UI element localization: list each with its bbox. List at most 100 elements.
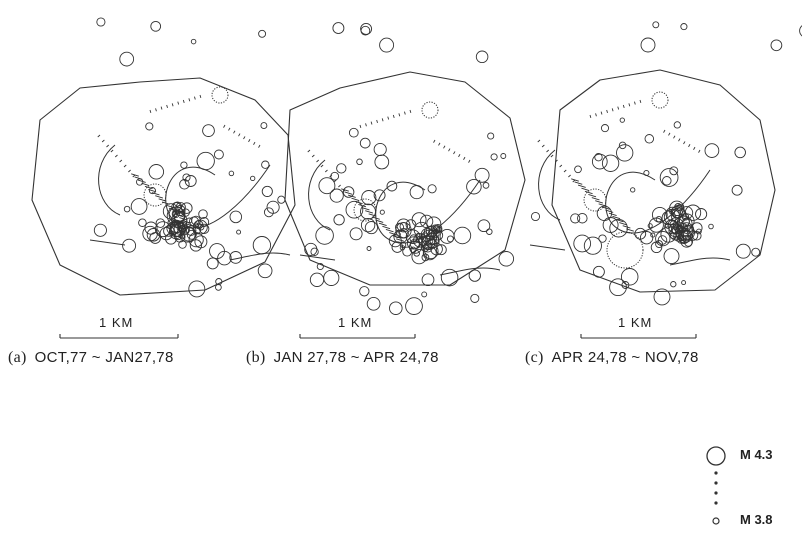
epicenter-circle bbox=[609, 218, 628, 238]
crater-ring bbox=[651, 91, 669, 109]
epicenter-circle bbox=[620, 268, 639, 286]
epicenter-circle bbox=[466, 178, 482, 195]
epicenter-circle bbox=[398, 227, 409, 239]
scarp-tick bbox=[370, 121, 373, 125]
scarp-tick bbox=[114, 154, 118, 158]
epicenter-circle bbox=[258, 29, 267, 38]
fault-hatch bbox=[179, 217, 188, 221]
scarp-tick bbox=[634, 101, 636, 105]
epicenter-circle bbox=[356, 158, 363, 166]
epicenter-circle bbox=[199, 217, 210, 227]
epicenter-circle bbox=[669, 208, 676, 215]
caldera-contour bbox=[529, 244, 566, 251]
epicenter-circle bbox=[333, 214, 345, 226]
epicenter-circle bbox=[182, 173, 191, 182]
epicenter-circle bbox=[342, 186, 355, 198]
epicenter-circle bbox=[405, 297, 423, 315]
caldera-contour bbox=[89, 239, 126, 246]
epicenter-circle bbox=[181, 208, 190, 217]
epicenter-circle bbox=[583, 236, 602, 255]
epicenter-circle bbox=[577, 212, 588, 224]
scarp-tick bbox=[554, 159, 558, 163]
fault-hatch bbox=[365, 210, 374, 214]
epicenter-circle bbox=[574, 165, 582, 174]
epicenter-circle bbox=[180, 161, 188, 169]
epicenter-circle bbox=[406, 236, 420, 250]
epicenter-circle bbox=[639, 231, 654, 245]
crater-ring bbox=[583, 188, 607, 212]
scarp-tick bbox=[338, 184, 341, 188]
epicenter-circle bbox=[411, 248, 427, 265]
epicenter-circle bbox=[482, 182, 490, 189]
epicenter-circle bbox=[670, 207, 687, 224]
epicenter-circle bbox=[178, 240, 187, 249]
scarp-tick bbox=[628, 103, 631, 107]
epicenter-circle bbox=[148, 164, 165, 180]
epicenter-circle bbox=[165, 232, 177, 245]
fault-hatch bbox=[608, 212, 617, 217]
epicenter-circle bbox=[373, 189, 386, 202]
caldera-contour bbox=[165, 164, 271, 229]
epicenter-circle bbox=[236, 229, 242, 235]
scarp-tick bbox=[123, 164, 127, 168]
epicenter-circle bbox=[673, 121, 681, 129]
scarp-tick bbox=[443, 145, 446, 149]
scarp-tick bbox=[537, 139, 541, 143]
epicenter-circle bbox=[500, 153, 507, 159]
caldera-contour bbox=[605, 169, 711, 234]
island-outline bbox=[551, 69, 776, 293]
scarp-tick bbox=[568, 174, 571, 178]
epicenter-circle bbox=[668, 223, 683, 238]
scarp-tick bbox=[194, 96, 196, 100]
map-panel-c bbox=[529, 21, 802, 339]
caption-c: (c) APR 24,78 ~ NOV,78 bbox=[525, 349, 699, 367]
scarp-tick bbox=[392, 114, 395, 119]
scarp-tick bbox=[381, 118, 384, 122]
scarp-tick bbox=[155, 108, 157, 112]
legend-dot bbox=[714, 491, 718, 495]
fault-hatch bbox=[622, 225, 631, 229]
epicenter-circle bbox=[594, 153, 603, 162]
epicenter-circle bbox=[163, 225, 175, 237]
caption-b-tag: (b) bbox=[246, 349, 266, 366]
caption-a: (a) OCT,77 ~ JAN27,78 bbox=[8, 349, 174, 367]
epicenter-circle bbox=[662, 176, 672, 186]
epicenter-circle bbox=[349, 227, 363, 241]
epicenter-circle bbox=[261, 160, 270, 169]
island-outline bbox=[284, 71, 526, 286]
epicenter-circle bbox=[174, 205, 186, 216]
scarp-tick bbox=[199, 94, 202, 99]
map-panel-a bbox=[31, 17, 336, 339]
epicenter-circle bbox=[391, 241, 404, 253]
epicenter-circle bbox=[663, 248, 680, 265]
epicenter-circle bbox=[310, 247, 319, 256]
scarp-tick bbox=[324, 169, 328, 173]
scarp-tick bbox=[572, 179, 576, 183]
epicenter-circle bbox=[770, 39, 783, 52]
scarp-tick bbox=[320, 164, 324, 168]
scarp-tick bbox=[119, 159, 123, 163]
fault-hatch bbox=[144, 185, 153, 190]
scarp-tick bbox=[673, 135, 676, 139]
epicenter-circle bbox=[664, 219, 679, 235]
scarp-tick bbox=[106, 144, 110, 148]
epicenter-circle bbox=[261, 185, 273, 197]
fault-hatch bbox=[137, 179, 146, 183]
scarp-tick bbox=[688, 144, 691, 148]
epicenter-circle bbox=[427, 184, 437, 194]
scale-label-c: 1 KM bbox=[618, 315, 653, 330]
epicenter-circle bbox=[680, 229, 693, 243]
epicenter-circle bbox=[425, 225, 438, 238]
epicenter-circle bbox=[360, 22, 373, 35]
epicenter-circle bbox=[360, 203, 376, 220]
epicenter-circle bbox=[474, 167, 490, 183]
scarp-tick bbox=[550, 154, 554, 158]
epicenter-circle bbox=[477, 219, 491, 233]
scarp-tick bbox=[589, 114, 592, 119]
epicenter-circle bbox=[735, 243, 751, 259]
scarp-tick bbox=[160, 106, 163, 110]
epicenter-circle bbox=[470, 293, 480, 303]
scarp-tick bbox=[600, 111, 603, 115]
scarp-tick bbox=[307, 149, 311, 153]
fault-hatch bbox=[595, 200, 604, 204]
